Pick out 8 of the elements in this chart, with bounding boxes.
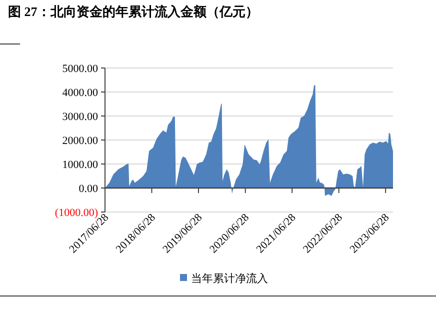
legend-label: 当年累计净流入 — [191, 272, 268, 285]
y-tick-label: 5000.00 — [62, 63, 98, 75]
y-tick-label: 3000.00 — [62, 111, 98, 123]
y-tick-label: 4000.00 — [62, 87, 98, 99]
chart-title: 图 27：北向资金的年累计流入金额（亿元） — [8, 4, 258, 19]
y-tick-label: 2000.00 — [62, 135, 98, 147]
y-tick-label: 0.00 — [78, 183, 98, 195]
y-tick-label: 1000.00 — [62, 159, 98, 171]
